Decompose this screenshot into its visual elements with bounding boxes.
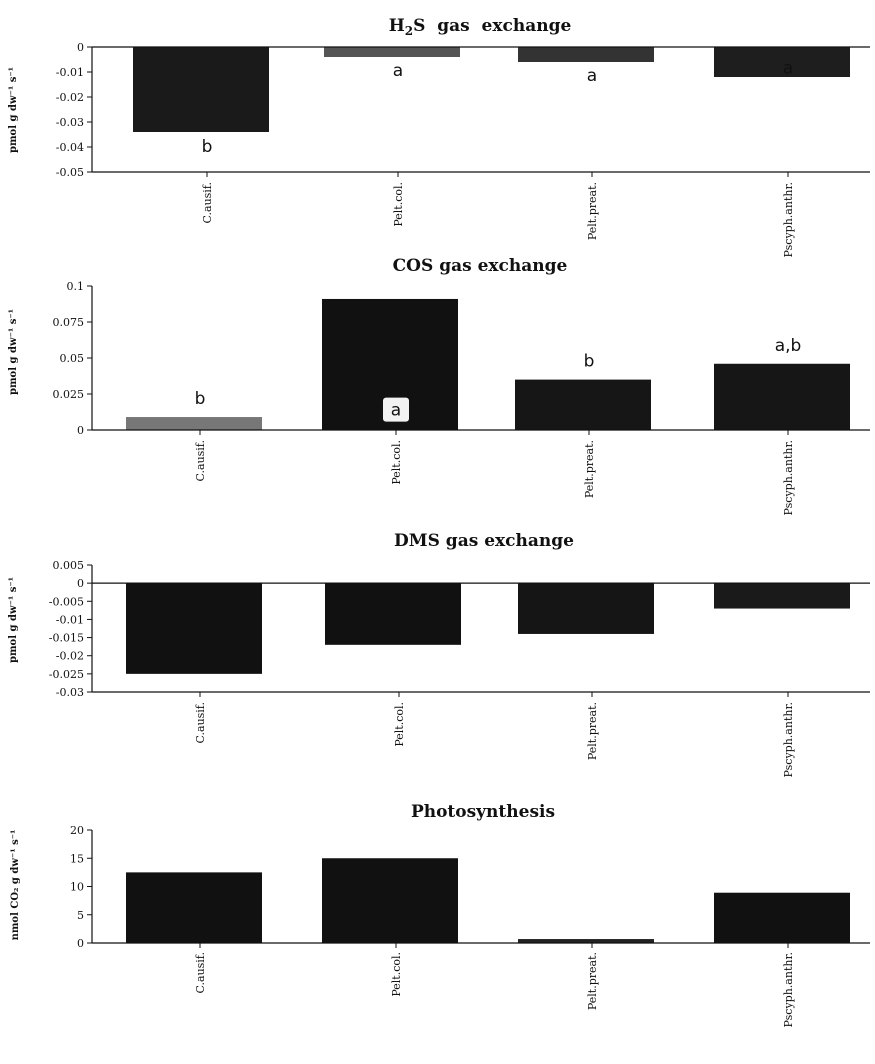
y-axis-label: pmol g dw⁻¹ s⁻¹ — [8, 577, 19, 663]
bar — [518, 939, 654, 943]
significance-annotation: b — [195, 389, 206, 409]
bar — [515, 379, 651, 430]
x-tick-label: Pscyph.anthr. — [782, 182, 795, 257]
significance-annotation: a,b — [775, 336, 802, 356]
y-tick-label: 0 — [77, 41, 84, 54]
x-tick-label: Pscyph.anthr. — [782, 702, 795, 777]
y-tick-label: -0.025 — [49, 668, 84, 681]
x-tick-label: Pelt.preat. — [586, 182, 599, 240]
y-axis-label: pmol g dw⁻¹ s⁻¹ — [8, 67, 19, 153]
bar — [126, 417, 262, 430]
significance-annotation: b — [202, 137, 213, 157]
y-tick-label: -0.01 — [56, 613, 84, 626]
y-axis-label: pmol g dw⁻¹ s⁻¹ — [8, 309, 19, 395]
x-tick-label: C.ausif. — [201, 182, 214, 224]
y-tick-label: 0.005 — [53, 559, 85, 572]
y-axis-label: nmol CO₂ g dw⁻¹ s⁻¹ — [10, 830, 21, 941]
y-tick-label: 0.025 — [53, 388, 85, 401]
bar — [133, 47, 269, 132]
bar — [714, 892, 850, 943]
y-tick-label: 0.1 — [67, 280, 85, 293]
significance-annotation: a — [587, 66, 597, 86]
x-tick-label: Pelt.col. — [390, 952, 403, 997]
y-tick-label: 15 — [70, 852, 84, 865]
y-tick-label: -0.015 — [49, 632, 84, 645]
y-tick-label: 0 — [77, 577, 84, 590]
x-tick-label: Pelt.preat. — [583, 440, 596, 498]
h2s-panel: H2S gas exchange pmol g dw⁻¹ s⁻¹ 0 -0.01 -… — [8, 16, 870, 257]
chart-title: COS gas exchange — [393, 256, 568, 276]
dms-panel: DMS gas exchange pmol g dw⁻¹ s⁻¹ 0.005 0 -… — [8, 531, 870, 777]
y-tick-label: 0 — [77, 424, 84, 437]
y-tick-label: 0.075 — [53, 316, 85, 329]
significance-annotation: b — [584, 352, 595, 372]
x-tick-label: C.ausif. — [194, 440, 207, 482]
x-tick-label: Pelt.col. — [392, 182, 405, 227]
x-tick-label: Pscyph.anthr. — [782, 952, 795, 1027]
chart-title: Photosynthesis — [411, 802, 555, 822]
bar — [322, 858, 458, 943]
bar — [518, 47, 654, 62]
bar — [518, 583, 654, 634]
x-tick-label: C.ausif. — [194, 952, 207, 994]
x-tick-label: C.ausif. — [194, 702, 207, 744]
y-tick-label: 5 — [77, 909, 84, 922]
y-tick-label: -0.02 — [56, 91, 84, 104]
bar — [714, 363, 850, 430]
photosynthesis-panel: Photosynthesis nmol CO₂ g dw⁻¹ s⁻¹ 20 15 1… — [10, 802, 870, 1027]
x-tick-label: Pelt.preat. — [586, 952, 599, 1010]
bar — [714, 583, 850, 609]
cos-panel: COS gas exchange pmol g dw⁻¹ s⁻¹ 0.1 0.07… — [8, 256, 870, 515]
bar — [126, 583, 262, 674]
chart-title: H2S gas exchange — [389, 16, 572, 38]
bar — [126, 872, 262, 943]
x-tick-label: Pelt.col. — [393, 702, 406, 747]
y-tick-label: 20 — [70, 824, 84, 837]
x-tick-label: Pelt.col. — [390, 440, 403, 485]
significance-annotation: a — [393, 61, 403, 81]
significance-annotation: a — [783, 58, 793, 78]
chart-title: DMS gas exchange — [394, 531, 574, 551]
bar — [714, 47, 850, 77]
y-tick-label: -0.005 — [49, 595, 84, 608]
y-tick-label: 10 — [70, 881, 84, 894]
significance-annotation: a — [391, 401, 401, 421]
y-tick-label: 0.05 — [60, 352, 85, 365]
y-tick-label: -0.04 — [56, 141, 84, 154]
x-tick-label: Pelt.preat. — [586, 702, 599, 760]
y-tick-label: -0.05 — [56, 166, 84, 179]
y-tick-label: -0.03 — [56, 686, 84, 699]
y-tick-label: -0.01 — [56, 66, 84, 79]
bar — [325, 583, 461, 645]
annotation-background — [383, 397, 409, 422]
y-tick-label: -0.03 — [56, 116, 84, 129]
y-tick-label: -0.02 — [56, 650, 84, 663]
x-tick-label: Pscyph.anthr. — [782, 440, 795, 515]
bar — [324, 47, 460, 57]
y-tick-label: 0 — [77, 937, 84, 950]
